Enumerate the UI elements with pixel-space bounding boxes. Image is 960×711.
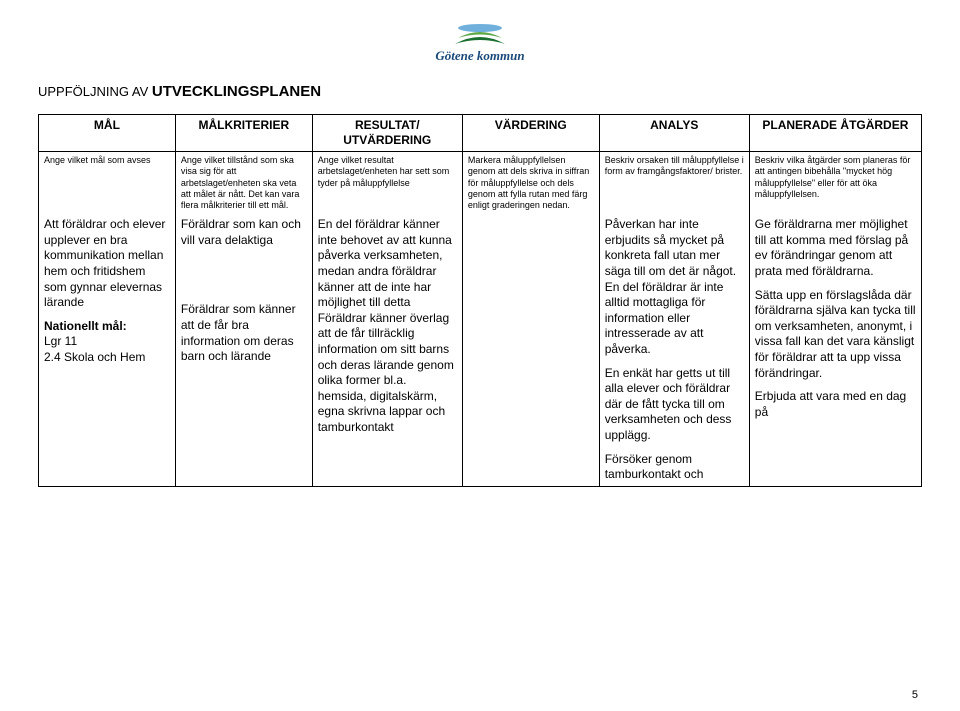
content-row: Att föräldrar och elever upplever en bra… <box>39 214 922 486</box>
instr-atgarder: Beskriv vilka åtgärder som planeras för … <box>749 152 921 215</box>
col-header-atgarder: PLANERADE ÅTGÄRDER <box>749 115 921 152</box>
krit-text-1: Föräldrar som kan och vill vara delaktig… <box>181 217 307 248</box>
analys-text-2: En enkät har getts ut till alla elever o… <box>605 366 744 444</box>
instruction-row: Ange vilket mål som avses Ange vilket ti… <box>39 152 922 215</box>
res-text-2: Föräldrar känner överlag att de får till… <box>318 311 457 436</box>
col-header-analys: ANALYS <box>599 115 749 152</box>
header-row: MÅL MÅLKRITERIER RESULTAT/ UTVÄRDERING V… <box>39 115 922 152</box>
cell-atgarder: Ge föräldrarna mer möjlighet till att ko… <box>749 214 921 486</box>
analys-text-1: Påverkan har inte erbjudits så mycket på… <box>605 217 744 357</box>
mal-text-1: Att föräldrar och elever upplever en bra… <box>44 217 170 311</box>
page-heading: UPPFÖLJNING AV UTVECKLINGSPLANEN <box>38 83 922 100</box>
logo-icon: Götene kommun <box>425 18 535 64</box>
cell-malkriterier: Föräldrar som kan och vill vara delaktig… <box>175 214 312 486</box>
mal-national-1: Lgr 11 <box>44 334 170 350</box>
krit-text-2: Föräldrar som känner att de får bra info… <box>181 302 307 364</box>
atg-text-1: Ge föräldrarna mer möjlighet till att ko… <box>755 217 916 279</box>
mal-national-2: 2.4 Skola och Hem <box>44 350 170 366</box>
analys-text-3: Försöker genom tamburkontakt och <box>605 452 744 483</box>
cell-mal: Att föräldrar och elever upplever en bra… <box>39 214 176 486</box>
instr-analys: Beskriv orsaken till måluppfyllelse i fo… <box>599 152 749 215</box>
instr-malkriterier: Ange vilket tillstånd som ska visa sig f… <box>175 152 312 215</box>
col-header-resultat: RESULTAT/ UTVÄRDERING <box>312 115 462 152</box>
cell-vardering <box>462 214 599 486</box>
cell-analys: Påverkan har inte erbjudits så mycket på… <box>599 214 749 486</box>
instr-mal: Ange vilket mål som avses <box>39 152 176 215</box>
instr-resultat: Ange vilket resultat arbetslaget/enheten… <box>312 152 462 215</box>
col-header-malkriterier: MÅLKRITERIER <box>175 115 312 152</box>
mal-national-label: Nationellt mål: <box>44 319 170 335</box>
page-number: 5 <box>912 689 918 701</box>
heading-prefix: UPPFÖLJNING AV <box>38 84 152 99</box>
col-header-vardering: VÄRDERING <box>462 115 599 152</box>
atg-text-3: Erbjuda att vara med en dag på <box>755 389 916 420</box>
res-text-1: En del föräldrar känner inte behovet av … <box>318 217 457 311</box>
instr-vardering: Markera måluppfyllelsen genom att dels s… <box>462 152 599 215</box>
followup-table: MÅL MÅLKRITERIER RESULTAT/ UTVÄRDERING V… <box>38 114 922 487</box>
cell-resultat: En del föräldrar känner inte behovet av … <box>312 214 462 486</box>
col-header-mal: MÅL <box>39 115 176 152</box>
atg-text-2: Sätta upp en förslagslåda där föräldrarn… <box>755 288 916 382</box>
logo-text: Götene kommun <box>435 48 524 63</box>
heading-main: UTVECKLINGSPLANEN <box>152 83 321 100</box>
municipality-logo: Götene kommun <box>38 18 922 69</box>
